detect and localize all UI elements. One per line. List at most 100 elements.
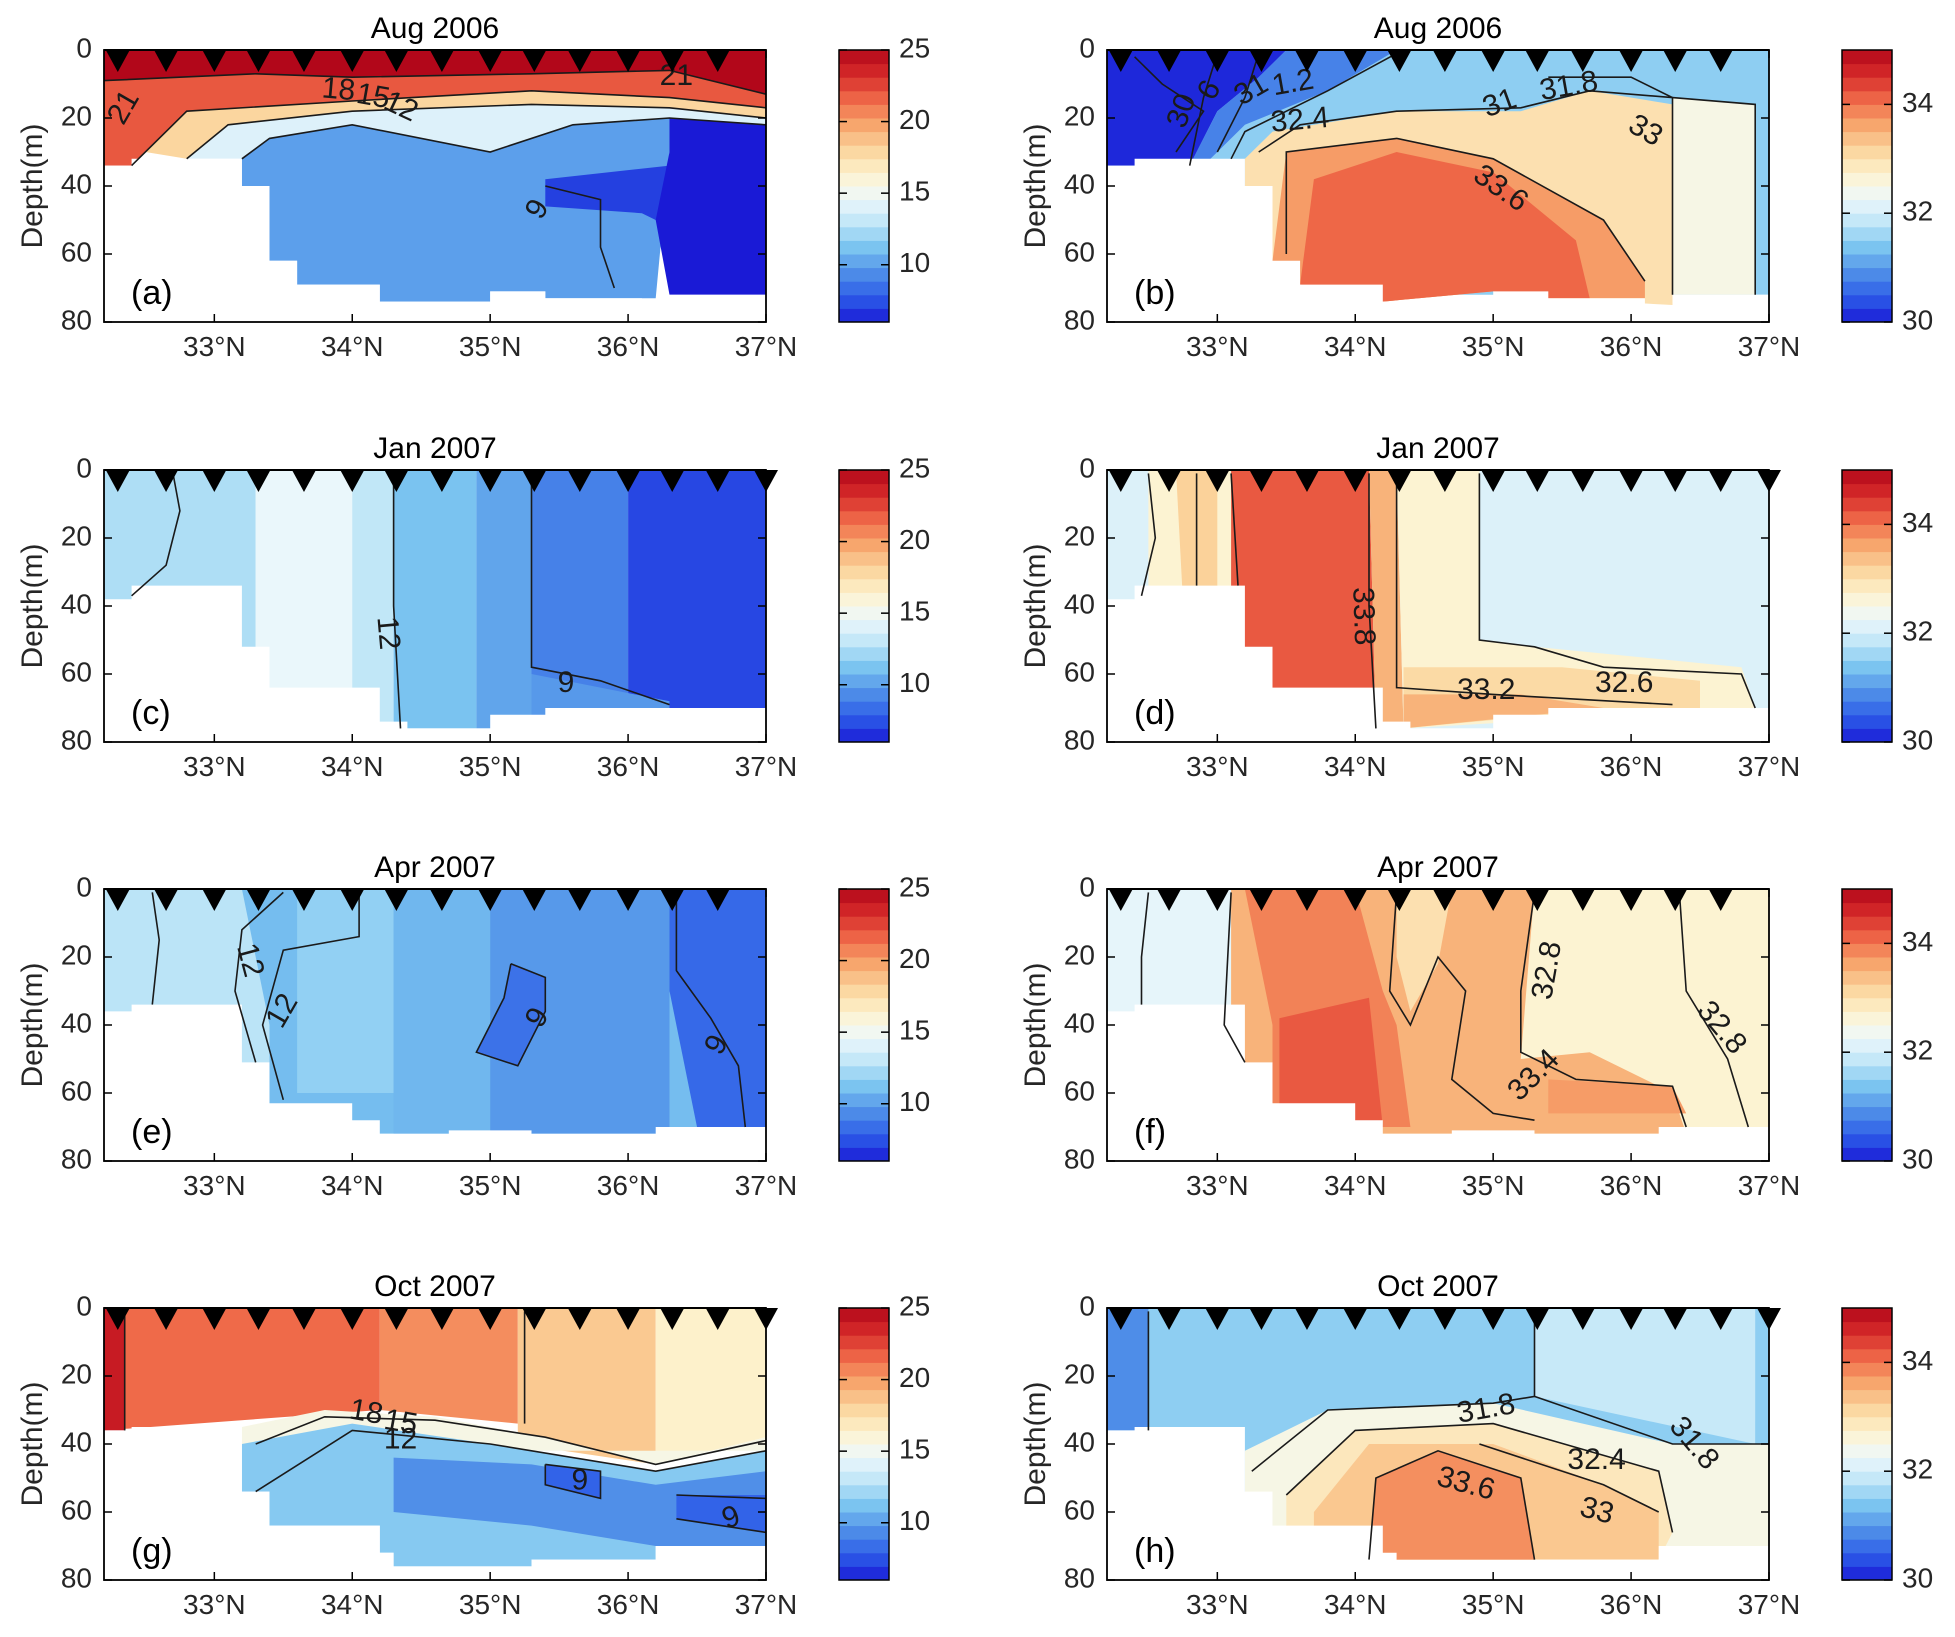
panel-d: 33.8 33.2 32.6 0 20 40 60 80 33°N 34°N 35°N 36°N 37°… xyxy=(1019,432,1933,782)
filled-contour-band xyxy=(145,90,766,159)
colorbar-step xyxy=(1842,943,1892,958)
colorbar-step xyxy=(1842,1362,1892,1377)
colorbar-step xyxy=(1842,199,1892,214)
station-marker xyxy=(478,470,503,492)
colorbar-step xyxy=(839,1444,889,1459)
station-marker xyxy=(1481,470,1506,492)
colorbar-tick-label: 30 xyxy=(1902,724,1933,755)
x-tick-label: 37°N xyxy=(1738,1170,1801,1201)
filled-contour-band xyxy=(1107,50,1287,166)
station-marker xyxy=(1294,889,1319,911)
colorbar-tick-label: 34 xyxy=(1902,87,1933,118)
colorbar-step xyxy=(1842,674,1892,689)
panel-c: 12 9 0 20 40 60 80 33°N 34°N 35°N 36°N 37°N Depth(m)… xyxy=(16,432,930,782)
colorbar-step xyxy=(1842,226,1892,241)
contour-label: 12 xyxy=(370,615,406,651)
x-tick-label: 37°N xyxy=(1738,751,1801,782)
panel-letter: (b) xyxy=(1134,274,1176,312)
y-tick-label: 0 xyxy=(76,1290,92,1321)
filled-contour-band xyxy=(1548,1079,1687,1114)
colorbar-step xyxy=(1842,1065,1892,1080)
station-marker xyxy=(291,470,316,492)
station-marker xyxy=(1343,889,1368,911)
colorbar-step xyxy=(839,714,889,729)
station-marker xyxy=(1205,1308,1230,1330)
filled-contour-band xyxy=(517,1308,656,1465)
station-marker xyxy=(154,50,179,72)
colorbar-step xyxy=(1842,889,1892,904)
x-tick-label: 34°N xyxy=(1324,1589,1387,1620)
colorbar-step xyxy=(839,213,889,228)
x-tick-label: 33°N xyxy=(1186,1170,1249,1201)
contour-line xyxy=(1520,892,1687,1128)
colorbar-tick-label: 20 xyxy=(899,943,930,974)
colorbar-step xyxy=(839,943,889,958)
colorbar-step xyxy=(1842,1079,1892,1094)
contour-line xyxy=(1395,473,1673,706)
colorbar-tick-label: 20 xyxy=(899,524,930,555)
colorbar-step xyxy=(1842,1566,1892,1581)
contour-line xyxy=(1368,473,1377,729)
station-marker xyxy=(340,50,365,72)
contour-line xyxy=(1388,892,1535,1121)
panel-title: Oct 2007 xyxy=(374,1270,496,1303)
x-tick-label: 36°N xyxy=(1600,751,1663,782)
y-tick-label: 60 xyxy=(1064,1494,1095,1525)
y-axis-title: Depth(m) xyxy=(16,543,49,668)
y-axis-title: Depth(m) xyxy=(1019,962,1052,1087)
station-marker xyxy=(340,1308,365,1330)
panel-letter: (a) xyxy=(131,274,173,312)
colorbar-step xyxy=(1842,1457,1892,1472)
x-tick-label: 37°N xyxy=(735,331,798,362)
colorbar-step xyxy=(1842,240,1892,255)
panel-letter: (e) xyxy=(131,1113,173,1151)
colorbar-step xyxy=(1842,1348,1892,1363)
colorbar-step xyxy=(839,660,889,675)
y-axis-title: Depth(m) xyxy=(1019,123,1052,248)
colorbar-step xyxy=(1842,104,1892,119)
colorbar-step xyxy=(1842,483,1892,498)
station-marker xyxy=(384,470,409,492)
colorbar-step xyxy=(839,1147,889,1162)
colorbar-step xyxy=(1842,281,1892,296)
y-axis-title: Depth(m) xyxy=(1019,543,1052,668)
colorbar-frame xyxy=(838,888,890,1162)
station-marker xyxy=(1294,1308,1319,1330)
colorbar-step xyxy=(1842,538,1892,553)
contour-label: 18 xyxy=(347,1393,386,1431)
contour-line xyxy=(1223,892,1246,1063)
colorbar-step xyxy=(1842,524,1892,539)
filled-contour-band xyxy=(297,889,394,1093)
colorbar-step xyxy=(839,565,889,580)
contour-label: 21 xyxy=(660,59,693,92)
colorbar-step xyxy=(839,728,889,743)
filled-contour-band xyxy=(255,470,353,729)
contour-label: 15 xyxy=(354,77,393,115)
colorbar-tick-label: 32 xyxy=(1902,1454,1933,1485)
station-marker xyxy=(616,470,641,492)
station-marker xyxy=(1108,50,1133,72)
station-marker xyxy=(105,50,130,72)
contour-line xyxy=(1188,53,1219,166)
filled-contour-band xyxy=(545,165,670,227)
x-tick-label: 37°N xyxy=(1738,1589,1801,1620)
colorbar-step xyxy=(839,470,889,485)
seabed-mask xyxy=(104,1427,766,1580)
colorbar-frame xyxy=(838,49,890,323)
station-marker xyxy=(1663,889,1688,911)
colorbar-step xyxy=(839,199,889,214)
station-marker xyxy=(478,50,503,72)
colorbar-step xyxy=(839,1416,889,1431)
x-tick-label: 33°N xyxy=(1186,1589,1249,1620)
colorbar-step xyxy=(1842,1038,1892,1053)
station-marker xyxy=(154,889,179,911)
station-marker xyxy=(1205,470,1230,492)
contour-line xyxy=(1548,76,1674,295)
colorbar-step xyxy=(839,131,889,146)
colorbar-step xyxy=(839,701,889,716)
filled-contour-band xyxy=(531,470,629,729)
colorbar-step xyxy=(839,267,889,282)
y-tick-label: 20 xyxy=(61,100,92,131)
colorbar-tick-label: 10 xyxy=(899,667,930,698)
